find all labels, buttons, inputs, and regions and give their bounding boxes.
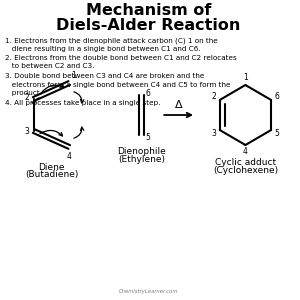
- Text: 1: 1: [243, 74, 248, 82]
- Text: 4. All processes take place in a single step.: 4. All processes take place in a single …: [5, 100, 161, 106]
- Text: $\Delta$: $\Delta$: [174, 98, 183, 110]
- Text: diene resulting in a single bond between C1 and C6.: diene resulting in a single bond between…: [5, 46, 201, 52]
- Text: to between C2 and C3.: to between C2 and C3.: [5, 64, 94, 70]
- Text: Diene: Diene: [38, 163, 65, 172]
- Text: 1: 1: [71, 71, 76, 80]
- Text: (Ethylene): (Ethylene): [118, 155, 165, 164]
- Text: 5: 5: [146, 133, 150, 142]
- Text: 2: 2: [25, 94, 30, 103]
- Text: Diels-Alder Reaction: Diels-Alder Reaction: [56, 18, 241, 33]
- Text: Dienophile: Dienophile: [117, 147, 166, 156]
- Text: (Butadiene): (Butadiene): [25, 170, 78, 179]
- Text: product.: product.: [5, 90, 42, 96]
- Text: Mechanism of: Mechanism of: [86, 3, 211, 18]
- Text: (Cyclohexene): (Cyclohexene): [213, 166, 278, 175]
- Text: 6: 6: [275, 92, 280, 101]
- Text: 5: 5: [275, 129, 280, 138]
- Text: 6: 6: [146, 88, 150, 98]
- Text: 2: 2: [211, 92, 216, 101]
- Text: Cyclic adduct: Cyclic adduct: [215, 158, 276, 167]
- Text: 4: 4: [67, 152, 72, 161]
- Text: 2. Electrons from the double bond between C1 and C2 relocates: 2. Electrons from the double bond betwee…: [5, 55, 237, 61]
- Text: electrons form a single bond between C4 and C5 to form the: electrons form a single bond between C4 …: [5, 82, 230, 88]
- Text: ChemistryLearner.com: ChemistryLearner.com: [119, 289, 178, 294]
- Text: 3. Double bond between C3 and C4 are broken and the: 3. Double bond between C3 and C4 are bro…: [5, 73, 204, 79]
- Text: 3: 3: [25, 128, 30, 136]
- Text: 1. Electrons from the dienophile attack carbon (C) 1 on the: 1. Electrons from the dienophile attack …: [5, 37, 218, 44]
- Text: 3: 3: [211, 129, 216, 138]
- Text: 4: 4: [243, 148, 248, 157]
